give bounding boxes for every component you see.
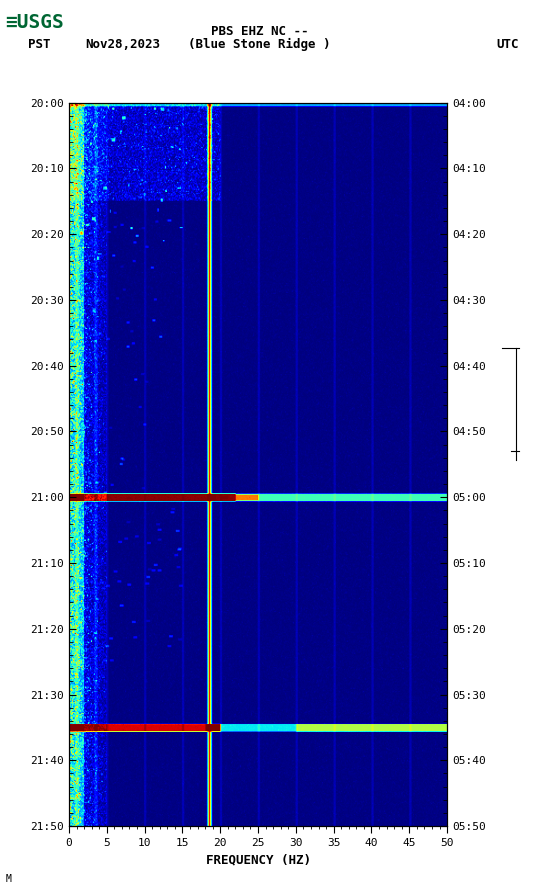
Text: ≡USGS: ≡USGS (6, 13, 64, 32)
Text: PBS EHZ NC --: PBS EHZ NC -- (211, 25, 308, 38)
Text: M: M (6, 874, 12, 884)
Text: PST: PST (28, 38, 50, 51)
Text: UTC: UTC (496, 38, 519, 51)
Text: Nov28,2023: Nov28,2023 (86, 38, 161, 51)
Text: (Blue Stone Ridge ): (Blue Stone Ridge ) (188, 38, 331, 51)
X-axis label: FREQUENCY (HZ): FREQUENCY (HZ) (205, 854, 311, 866)
